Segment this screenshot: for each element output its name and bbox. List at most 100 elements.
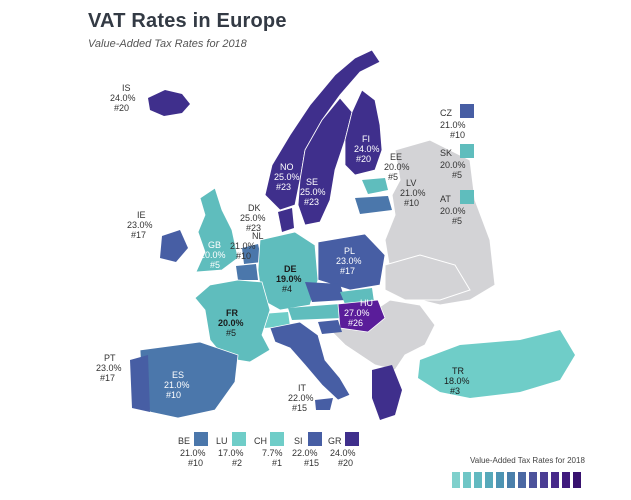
- label-tr: TR 18.0% #3: [444, 366, 470, 396]
- svg-text:PT: PT: [104, 353, 116, 363]
- svg-text:LV: LV: [406, 178, 416, 188]
- label-gb: GB 20.0% #5: [200, 240, 226, 270]
- svg-text:20.0%: 20.0%: [200, 250, 226, 260]
- svg-text:#17: #17: [131, 230, 146, 240]
- swatch-be: [194, 432, 208, 446]
- swatch-gr: [345, 432, 359, 446]
- svg-text:18.0%: 18.0%: [444, 376, 470, 386]
- sidebox-cz: CZ 21.0% #10: [440, 104, 474, 140]
- svg-text:#10: #10: [188, 458, 203, 468]
- country-shape-ukraine: [384, 254, 471, 301]
- svg-text:EE: EE: [390, 152, 402, 162]
- label-fr: FR 20.0% #5: [218, 308, 244, 338]
- svg-text:#15: #15: [304, 458, 319, 468]
- country-shape-gb: [195, 187, 239, 273]
- legend-swatch: [551, 472, 559, 488]
- label-dk: DK 25.0% #23: [240, 203, 266, 233]
- svg-text:DE: DE: [284, 264, 297, 274]
- svg-text:IS: IS: [122, 83, 131, 93]
- legend-swatch: [573, 472, 581, 488]
- svg-text:SE: SE: [306, 177, 318, 187]
- svg-text:AT: AT: [440, 194, 451, 204]
- svg-text:#5: #5: [226, 328, 236, 338]
- svg-text:#1: #1: [272, 458, 282, 468]
- svg-text:#23: #23: [276, 182, 291, 192]
- svg-text:#17: #17: [100, 373, 115, 383]
- svg-text:21.0%: 21.0%: [230, 241, 256, 251]
- country-shape-is: [148, 90, 190, 116]
- country-shape-fi: [344, 89, 383, 176]
- svg-text:#26: #26: [348, 318, 363, 328]
- label-ee: EE 20.0% #5: [384, 152, 410, 182]
- svg-text:#5: #5: [210, 260, 220, 270]
- svg-text:SK: SK: [440, 148, 452, 158]
- svg-text:IE: IE: [137, 210, 146, 220]
- svg-text:23.0%: 23.0%: [96, 363, 122, 373]
- svg-text:#20: #20: [114, 103, 129, 113]
- svg-text:#5: #5: [452, 216, 462, 226]
- legend-swatch: [518, 472, 526, 488]
- country-shape-no: [264, 49, 381, 211]
- label-lv: LV 21.0% #10: [400, 178, 426, 208]
- country-shape-balkans: [329, 299, 436, 371]
- svg-text:24.0%: 24.0%: [110, 93, 136, 103]
- svg-text:GB: GB: [208, 240, 221, 250]
- legend-swatch: [540, 472, 548, 488]
- svg-text:21.0%: 21.0%: [440, 120, 466, 130]
- bottombox-be: BE 21.0% #10: [178, 432, 208, 468]
- bottombox-si: SI 22.0% #15: [292, 432, 322, 468]
- svg-text:22.0%: 22.0%: [288, 393, 314, 403]
- svg-text:20.0%: 20.0%: [440, 206, 466, 216]
- country-shape-sicily: [315, 398, 333, 410]
- svg-text:#15: #15: [292, 403, 307, 413]
- legend-swatch: [529, 472, 537, 488]
- country-shape-cz: [305, 282, 345, 302]
- svg-text:#10: #10: [236, 251, 251, 261]
- svg-text:#5: #5: [452, 170, 462, 180]
- svg-text:LU: LU: [216, 436, 228, 446]
- country-shape-it: [269, 321, 351, 401]
- svg-text:HU: HU: [360, 298, 373, 308]
- svg-text:22.0%: 22.0%: [292, 448, 318, 458]
- svg-text:23.0%: 23.0%: [127, 220, 153, 230]
- svg-text:21.0%: 21.0%: [180, 448, 206, 458]
- svg-text:DK: DK: [248, 203, 261, 213]
- svg-text:27.0%: 27.0%: [344, 308, 370, 318]
- swatch-si: [308, 432, 322, 446]
- svg-text:#4: #4: [282, 284, 292, 294]
- svg-text:CZ: CZ: [440, 108, 452, 118]
- legend-swatch: [463, 472, 471, 488]
- svg-text:BE: BE: [178, 436, 190, 446]
- svg-text:21.0%: 21.0%: [400, 188, 426, 198]
- swatch-at: [460, 190, 474, 204]
- svg-text:24.0%: 24.0%: [330, 448, 356, 458]
- svg-text:#5: #5: [388, 172, 398, 182]
- svg-text:#23: #23: [304, 197, 319, 207]
- country-shape-be: [236, 264, 258, 280]
- map-title: VAT Rates in Europe: [88, 10, 287, 32]
- country-shape-ch: [262, 312, 290, 328]
- legend-swatch: [474, 472, 482, 488]
- svg-text:ES: ES: [172, 370, 184, 380]
- label-ie: IE 23.0% #17: [127, 210, 153, 240]
- bottombox-gr: GR 24.0% #20: [328, 432, 359, 468]
- country-shape-ee: [362, 178, 388, 194]
- country-shape-ie: [160, 230, 188, 262]
- svg-text:#10: #10: [166, 390, 181, 400]
- label-pt: PT 23.0% #17: [96, 353, 122, 383]
- label-no: NO 25.0% #23: [274, 162, 300, 192]
- svg-text:#17: #17: [340, 266, 355, 276]
- legend-swatch: [562, 472, 570, 488]
- label-fi: FI 24.0% #20: [354, 134, 380, 164]
- label-de: DE 19.0% #4: [276, 264, 302, 294]
- svg-text:NL: NL: [252, 231, 264, 241]
- svg-text:17.0%: 17.0%: [218, 448, 244, 458]
- swatch-ch: [270, 432, 284, 446]
- svg-text:FR: FR: [226, 308, 238, 318]
- label-hu: HU 27.0% #26: [344, 298, 373, 328]
- country-shape-sk: [340, 288, 374, 304]
- map-subtitle: Value-Added Tax Rates for 2018: [88, 38, 247, 50]
- label-es: ES 21.0% #10: [164, 370, 190, 400]
- country-shape-fr: [194, 279, 271, 363]
